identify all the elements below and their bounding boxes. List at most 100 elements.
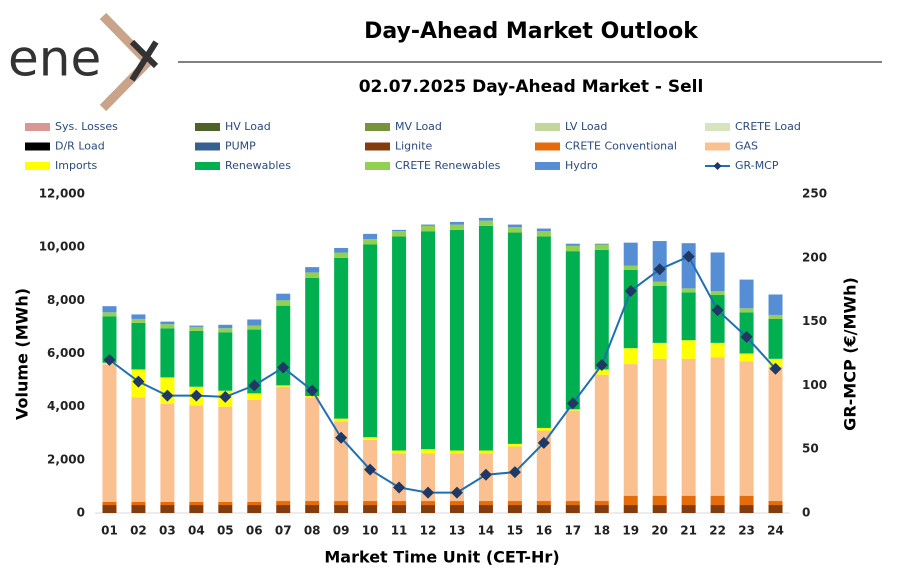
legend-label: Sys. Losses [55, 120, 118, 133]
legend-item: Lignite [365, 140, 433, 153]
bar-segment [218, 501, 233, 506]
x-tick-label: 14 [478, 524, 495, 538]
bar-segment [623, 265, 638, 270]
legend-swatch [705, 142, 730, 151]
bar-segment [276, 386, 291, 502]
bar-segment [565, 505, 580, 513]
bar-segment [421, 449, 436, 454]
line-marker [624, 284, 637, 297]
bar-segment [218, 324, 233, 329]
bar-segment [305, 505, 320, 513]
legend-item: Sys. Losses [25, 120, 118, 133]
bar-segment [507, 505, 522, 513]
bar-segment [652, 285, 667, 343]
legend-label: CRETE Renewables [395, 159, 501, 172]
bar-segment [710, 495, 725, 506]
bar-segment [160, 505, 175, 513]
line-marker [132, 375, 145, 388]
legend: Sys. Losses HV Load MV Load LV Load CRETE Lo… [25, 120, 801, 172]
bars [102, 217, 783, 513]
bar-segment [710, 505, 725, 513]
bar-segment [421, 231, 436, 450]
x-tick-label: 12 [420, 524, 437, 538]
line-marker [595, 358, 608, 371]
bar-segment [507, 501, 522, 506]
line-marker [422, 486, 435, 499]
legend-label: PUMP [225, 140, 256, 153]
bar-segment [768, 318, 783, 359]
bar-segment [392, 231, 407, 237]
bar-segment [421, 225, 436, 232]
bar-segment [392, 505, 407, 513]
x-tick-label: 16 [536, 524, 553, 538]
legend-item: Renewables [195, 159, 291, 172]
bar-segment [449, 501, 464, 506]
bar-segment [739, 353, 754, 362]
bar-segment [334, 418, 349, 422]
bar-segment [276, 385, 291, 387]
bar-segment [652, 342, 667, 359]
bar-segment [681, 495, 696, 506]
legend-swatch [535, 142, 560, 151]
bar-segment [565, 409, 580, 411]
x-tick-label: 24 [767, 524, 784, 538]
x-axis-title: Market Time Unit (CET-Hr) [324, 548, 559, 567]
legend-swatch [25, 123, 50, 131]
bar-segment [276, 501, 291, 506]
logo-text: ene [8, 30, 101, 88]
legend-label: D/R Load [55, 140, 105, 153]
x-tick-label: 20 [651, 524, 668, 538]
bar-segment [247, 393, 262, 401]
bar-segment [421, 501, 436, 506]
line-marker [479, 468, 492, 481]
bar-segment [739, 505, 754, 513]
x-tick-label: 03 [159, 524, 176, 538]
bar-segment [421, 453, 436, 502]
bar-segment [536, 231, 551, 237]
legend-swatch [705, 123, 730, 131]
bar-segment [594, 243, 609, 245]
bar-segment [478, 220, 493, 226]
bar-segment [131, 318, 146, 323]
bar-segment [623, 269, 638, 349]
bar-segment [594, 249, 609, 370]
bar-segment [131, 505, 146, 513]
bar-segment [102, 306, 117, 313]
bar-segment [681, 288, 696, 293]
y2-tick-label: 50 [802, 442, 819, 456]
legend-item: Hydro [535, 159, 598, 172]
legend-swatch [195, 142, 220, 151]
bar-segment [536, 228, 551, 232]
logo-x [129, 39, 159, 82]
chart-title: Day-Ahead Market Outlook [364, 19, 699, 44]
line-marker [190, 389, 203, 402]
bar-segment [623, 495, 638, 506]
bar-segment [507, 443, 522, 447]
x-tick-label: 18 [593, 524, 610, 538]
bar-segment [218, 332, 233, 391]
bar-segment [102, 364, 117, 502]
legend-label: Imports [55, 159, 98, 172]
bar-segment [594, 501, 609, 506]
bar-segment [247, 329, 262, 394]
x-tick-label: 21 [680, 524, 697, 538]
x-tick-label: 02 [130, 524, 147, 538]
bar-segment [247, 319, 262, 326]
line-marker [335, 431, 348, 444]
legend-item: CRETE Load [705, 120, 801, 133]
bar-segment [305, 501, 320, 506]
line-marker [306, 384, 319, 397]
bar-segment [160, 404, 175, 502]
bar-segment [392, 236, 407, 451]
x-tick-label: 17 [564, 524, 581, 538]
bar-segment [594, 369, 609, 375]
bar-segment [160, 324, 175, 329]
legend-item: D/R Load [25, 140, 105, 153]
bar-segment [218, 328, 233, 333]
bar-segment [739, 361, 754, 496]
y2-tick-label: 200 [802, 250, 827, 264]
bar-segment [421, 224, 436, 226]
legend-label: Hydro [565, 159, 598, 172]
line-marker [711, 304, 724, 317]
